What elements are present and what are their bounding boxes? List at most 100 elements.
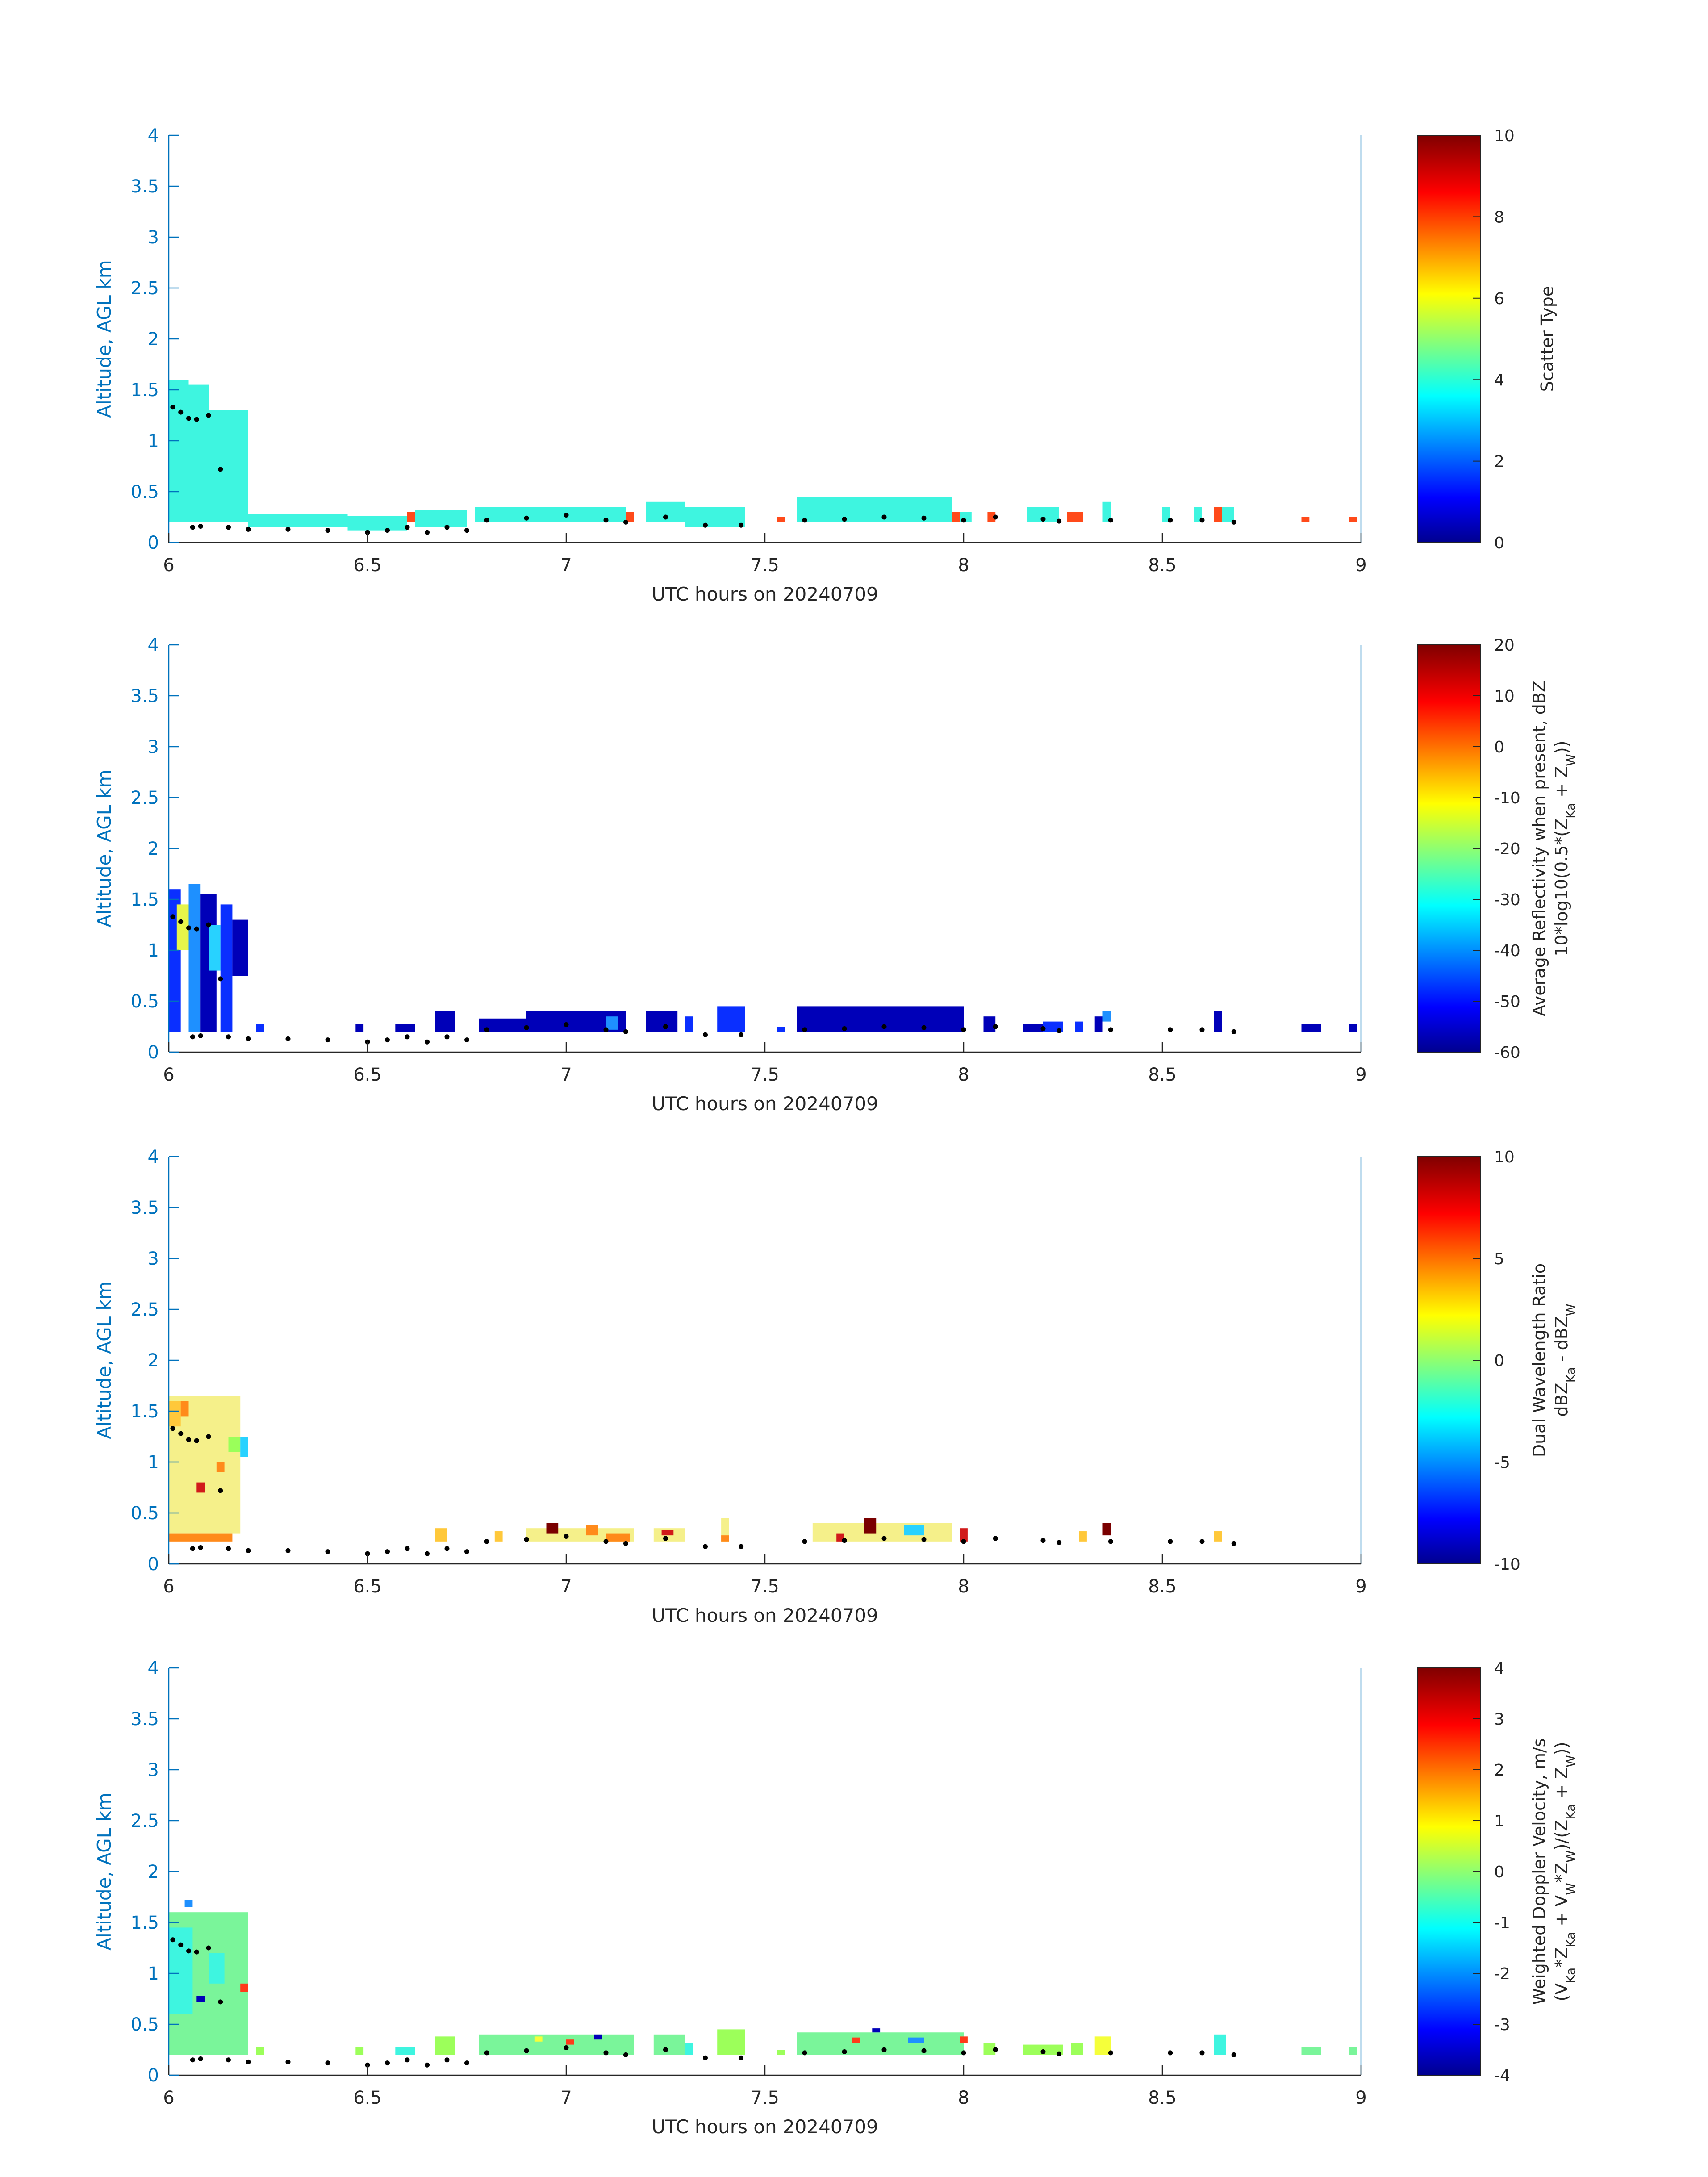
data-point	[603, 518, 609, 523]
data-point	[1199, 1027, 1205, 1032]
y-tick-label: 0	[148, 1554, 159, 1575]
data-cell	[180, 1401, 189, 1417]
data-cell	[626, 512, 634, 522]
data-point	[425, 1039, 430, 1045]
data-point	[703, 522, 708, 528]
data-cell	[435, 1011, 455, 1032]
data-cell	[685, 1016, 693, 1032]
data-point	[385, 2060, 390, 2066]
data-cell	[169, 1401, 181, 1427]
plot-area	[169, 1668, 1361, 2075]
x-tick-label: 6	[163, 1065, 174, 1085]
data-point	[385, 1549, 390, 1554]
data-cell	[952, 512, 960, 522]
colorbar-tick-label: 1	[1494, 1812, 1504, 1830]
data-point	[1057, 2051, 1062, 2056]
data-point	[1040, 1538, 1046, 1543]
data-cell	[685, 2043, 693, 2055]
data-point	[170, 1426, 175, 1431]
data-point	[1040, 2049, 1046, 2055]
x-axis-title: UTC hours on 20240709	[651, 1093, 878, 1115]
data-cell	[983, 1016, 996, 1032]
data-point	[663, 514, 668, 520]
data-point	[921, 1537, 927, 1542]
data-point	[1231, 1029, 1236, 1034]
x-tick-label: 6.5	[353, 1065, 382, 1085]
x-tick-label: 6.5	[353, 2088, 382, 2108]
data-point	[564, 2045, 569, 2050]
colorbar-title: Dual Wavelength Ratio	[1529, 1263, 1549, 1457]
data-point	[921, 1025, 927, 1030]
y-tick-label: 1	[148, 1452, 159, 1473]
data-point	[564, 1534, 569, 1539]
data-point	[425, 1551, 430, 1556]
data-point	[842, 517, 847, 522]
x-tick-label: 8	[958, 1065, 969, 1085]
plot-area	[169, 135, 1361, 543]
data-point	[365, 2062, 370, 2068]
data-point	[405, 2057, 410, 2063]
y-tick-label: 2	[148, 1350, 159, 1371]
data-point	[365, 1039, 370, 1045]
data-cell	[1301, 1024, 1321, 1032]
data-point	[961, 2050, 966, 2056]
data-point	[170, 405, 175, 410]
colorbar-tick-label: 6	[1494, 290, 1504, 308]
data-cell	[256, 1024, 264, 1032]
data-point	[1108, 2050, 1113, 2056]
data-cell	[685, 507, 745, 527]
data-point	[226, 1034, 231, 1040]
colorbar-title: Scatter Type	[1537, 286, 1557, 392]
data-point	[385, 1037, 390, 1043]
colorbar-tick-label: 3	[1494, 1710, 1504, 1729]
x-tick-label: 7.5	[751, 1065, 779, 1085]
data-cell	[1214, 507, 1222, 522]
y-tick-label: 2	[148, 839, 159, 859]
data-cell	[1071, 2043, 1083, 2055]
data-cell	[494, 1531, 503, 1542]
y-tick-label: 2.5	[130, 1811, 159, 1831]
data-point	[186, 1437, 191, 1442]
x-tick-label: 8	[958, 2088, 969, 2108]
colorbar-tick-label: 2	[1494, 453, 1504, 471]
data-point	[405, 1546, 410, 1551]
colorbar-tick-label: -50	[1494, 993, 1520, 1011]
data-point	[218, 1488, 223, 1493]
data-point	[194, 417, 199, 422]
data-point	[285, 2059, 291, 2064]
data-point	[1040, 517, 1046, 522]
y-tick-label: 3.5	[130, 686, 159, 706]
data-cell	[777, 2050, 785, 2055]
data-point	[226, 1546, 231, 1551]
data-point	[484, 2050, 489, 2056]
data-points	[170, 1426, 1236, 1556]
data-point	[921, 515, 927, 521]
data-point	[961, 1539, 966, 1544]
y-tick-label: 2.5	[130, 278, 159, 299]
data-cell	[232, 919, 248, 976]
data-cell	[534, 2036, 543, 2042]
data-point	[739, 1544, 744, 1549]
data-cell	[228, 1437, 241, 1452]
colorbar-tick-label: 0	[1494, 1352, 1504, 1370]
data-cell	[661, 1530, 674, 1536]
data-cell	[777, 1027, 785, 1032]
y-tick-label: 3	[148, 1249, 159, 1269]
colorbar-tick-label: -1	[1494, 1914, 1510, 1932]
colorbar-tick-label: 2	[1494, 1761, 1504, 1780]
x-tick-label: 9	[1355, 1576, 1366, 1597]
data-point	[198, 1033, 203, 1039]
data-point	[739, 1032, 744, 1037]
data-cell	[1094, 1016, 1103, 1032]
data-point	[739, 522, 744, 528]
data-cell	[960, 2036, 968, 2043]
colorbar-tick-label: -3	[1494, 2016, 1510, 2034]
data-point	[1108, 518, 1113, 523]
data-point	[285, 1548, 291, 1553]
x-tick-label: 6.5	[353, 1576, 382, 1597]
data-point	[285, 526, 291, 532]
data-cell	[1023, 1024, 1043, 1032]
data-point	[206, 1945, 211, 1951]
y-tick-label: 4	[148, 125, 159, 146]
data-cell	[1079, 1531, 1087, 1542]
